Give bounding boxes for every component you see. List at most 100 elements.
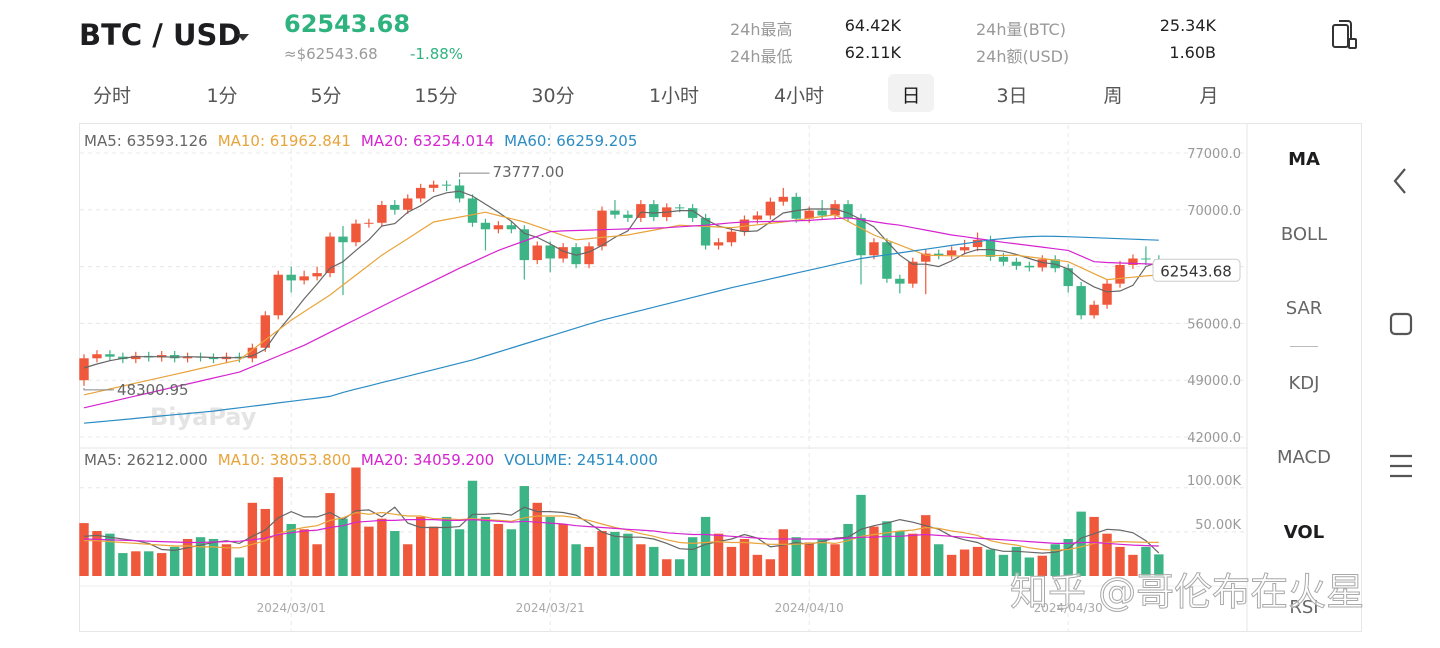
indicator[interactable]: MACD — [1277, 447, 1331, 469]
y-tick-label: 42000.0 — [1187, 431, 1241, 446]
volume-bar — [169, 546, 180, 576]
volume-bar — [1128, 554, 1138, 576]
indicator[interactable]: KDJ — [1288, 372, 1320, 394]
candle-body — [325, 236, 335, 274]
pair-caret[interactable] — [236, 33, 250, 43]
indicator[interactable]: BOLL — [1280, 223, 1328, 245]
candle-body — [182, 356, 193, 359]
volume-bar — [1089, 516, 1099, 576]
share-icon[interactable] — [1330, 17, 1360, 51]
candle-body — [921, 253, 931, 262]
volume-bar — [532, 502, 542, 576]
menu-button[interactable] — [1390, 454, 1412, 478]
candle-body — [416, 187, 426, 199]
candle-body — [1011, 261, 1022, 266]
volume-bar — [830, 544, 840, 576]
tab[interactable]: 5分 — [310, 85, 342, 107]
volume-bar — [208, 538, 219, 576]
volume-bar — [195, 537, 206, 576]
legend-entry: MA10: 61962.841 — [218, 132, 351, 150]
volume-bar — [636, 544, 646, 576]
volume-bar — [299, 529, 309, 576]
y-tick-label: 70000.0 — [1187, 204, 1241, 219]
volume-bar — [157, 553, 167, 576]
volume-bar — [610, 531, 620, 576]
pair[interactable]: BTC / USD — [79, 18, 242, 52]
volume-bar — [493, 523, 504, 576]
tab[interactable]: 4小时 — [773, 85, 825, 107]
indicator[interactable]: VOL — [1283, 522, 1325, 543]
indicator[interactable]: MA — [1288, 149, 1320, 170]
volume-bar — [675, 559, 685, 576]
candle-body — [1102, 283, 1112, 305]
tab[interactable]: 月 — [1199, 85, 1219, 107]
candle-body — [597, 210, 607, 247]
candle-body — [895, 278, 905, 284]
candle-body — [299, 276, 309, 281]
legend-entry: MA5: 63593.126 — [84, 132, 208, 150]
tab[interactable]: 分时 — [92, 85, 131, 107]
tab[interactable]: 周 — [1103, 85, 1123, 107]
volume-bar — [1154, 554, 1164, 576]
volume-bar — [700, 516, 711, 576]
volume-bar — [519, 486, 529, 576]
volume-bar — [571, 544, 581, 576]
approx-price: ≈$62543.68 — [284, 45, 378, 63]
candle-body — [584, 246, 594, 265]
tab[interactable]: 日 — [901, 85, 921, 107]
volume-bar — [260, 508, 270, 576]
volume-bar — [118, 553, 128, 576]
volume-bar — [1063, 538, 1073, 576]
volume-bar — [959, 549, 970, 576]
candle-body — [830, 204, 840, 216]
volume-bar — [597, 531, 607, 576]
volume-bar — [221, 544, 232, 576]
volume-bar — [92, 531, 102, 576]
volume-bar — [377, 518, 387, 576]
candle-body — [273, 274, 283, 316]
volume-bar — [895, 531, 905, 576]
tab[interactable]: 15分 — [414, 85, 458, 107]
volume-bar — [934, 544, 944, 576]
candle-body — [765, 201, 776, 216]
volume-bar — [1037, 555, 1047, 576]
candle-body — [649, 204, 659, 218]
volume-bar — [428, 526, 439, 576]
indicator[interactable]: SAR — [1285, 298, 1323, 320]
candle-body — [441, 184, 452, 186]
volume-bar — [1011, 546, 1022, 576]
candle-body — [1089, 304, 1099, 316]
tab[interactable]: 1分 — [206, 85, 238, 107]
candle-body — [856, 217, 866, 256]
volume-bar — [144, 551, 154, 576]
candle-body — [934, 253, 944, 256]
candle-body — [1128, 258, 1138, 265]
candle-body — [493, 225, 504, 230]
volume-bar — [338, 518, 348, 576]
indicator[interactable]: RSI — [1289, 596, 1319, 618]
volume-bar — [1050, 544, 1060, 576]
candle-body — [843, 204, 853, 218]
candle-body — [817, 210, 827, 216]
back-button[interactable] — [1393, 168, 1406, 194]
candle-body — [260, 315, 270, 348]
tab[interactable]: 30分 — [531, 85, 575, 107]
candle-body — [791, 196, 801, 219]
ma-line — [83, 235, 1159, 424]
y-tick-label: 100.00K — [1187, 474, 1241, 489]
volume-bar — [545, 516, 555, 576]
candle-body — [532, 245, 542, 261]
stat-value: 25.34K — [1159, 16, 1216, 35]
candle-body — [364, 222, 374, 224]
tab[interactable]: 1小时 — [648, 85, 700, 107]
volume-bar — [182, 538, 193, 576]
home-button[interactable] — [1389, 312, 1413, 336]
tab[interactable]: 3日 — [996, 85, 1028, 107]
candle-body — [247, 347, 258, 359]
stat-label: 24h最低 — [730, 47, 793, 66]
last-price-box — [1152, 258, 1241, 282]
volume-bar — [752, 554, 763, 576]
candle-body — [377, 204, 387, 223]
